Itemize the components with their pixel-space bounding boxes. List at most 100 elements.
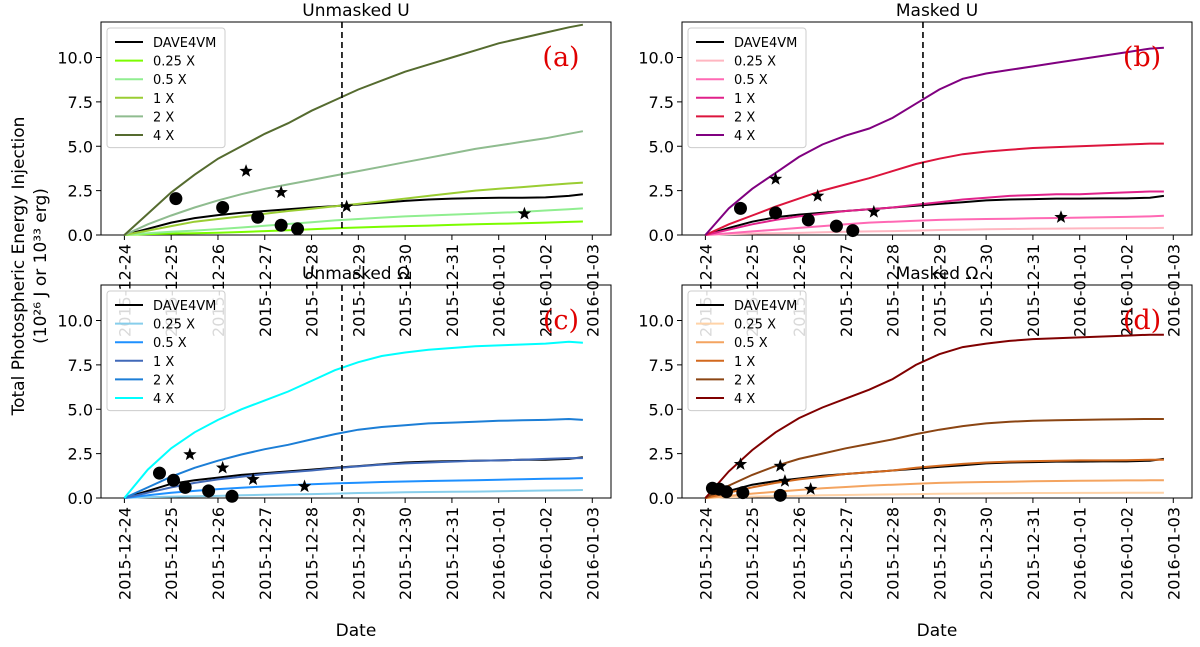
y-tick-label: 7.5 [649,93,674,112]
x-tick-label: 2016-01-01 [490,507,509,600]
series-line [704,333,1164,499]
x-tick-label: 2015-12-24 [115,507,134,600]
x-tick-label: 2016-01-02 [1117,507,1136,600]
y-tick-label: 10.0 [57,49,93,68]
plot-frame [681,21,1193,236]
series-line [705,214,1164,236]
y-tick-label: 7.5 [68,93,93,112]
x-tick-label: 2016-01-02 [536,507,555,600]
circle-marker [167,473,181,487]
star-marker [215,460,230,474]
y-tick-label: 10.0 [638,49,674,68]
circle-marker [773,488,787,502]
legend-label: 0.25 X [734,55,776,70]
star-marker [733,457,748,470]
legend-label: 1 X [153,355,174,370]
star-marker [183,447,197,461]
x-axis-title-left: Date [336,621,377,641]
legend-label: DAVE4VM [153,36,216,51]
y-tick-label: 10.0 [638,312,674,331]
star-marker [811,188,825,202]
y-tick-label: 5.0 [68,400,93,419]
y-axis-units: (10²⁶ J or 10³³ erg) [31,188,51,344]
series-line [123,417,583,499]
legend-box [106,27,226,149]
star-marker [246,472,260,486]
legend-label: 2 X [153,373,174,388]
x-tick-label: 2015-12-26 [790,507,809,600]
x-tick-label: 2015-12-30 [977,507,996,600]
legend-label: 1 X [153,92,174,107]
star-marker [339,199,354,213]
series-line [705,194,1165,236]
series-line [124,489,583,499]
series-line [123,23,584,236]
x-tick-label: 2015-12-27 [837,244,856,337]
circle-marker [251,210,265,224]
circle-marker [152,466,166,480]
panel-title: Masked Ω [896,264,979,284]
y-tick-label: 5.0 [649,137,674,156]
legend-label: 1 X [734,355,755,370]
legend-label: 4 X [734,129,755,144]
x-tick-label: 2015-12-31 [1024,244,1043,337]
x-tick-label: 2016-01-03 [583,244,602,337]
legend-label: 0.5 X [153,73,187,88]
y-tick-label: 7.5 [68,356,93,375]
x-tick-label: 2016-01-02 [536,244,555,337]
star-marker [239,164,253,177]
legend-label: 0.5 X [734,73,768,88]
legend-label: 2 X [734,110,755,125]
x-tick-label: 2015-12-27 [837,507,856,600]
x-tick-label: 2015-12-27 [256,507,275,600]
x-tick-label: 2015-12-27 [256,244,275,337]
y-tick-label: 0.0 [649,489,674,508]
circle-marker [719,485,733,499]
legend-label: DAVE4VM [734,36,797,51]
legend-label: DAVE4VM [153,299,216,314]
circle-marker [216,200,230,214]
x-tick-label: 2015-12-30 [977,244,996,337]
legend-label: 0.5 X [153,336,187,351]
star-marker [297,479,312,493]
plot-frame [681,284,1193,499]
y-tick-label: 0.0 [68,226,93,245]
y-tick-label: 2.5 [68,445,93,464]
series-line [123,340,583,499]
circle-marker [846,224,860,238]
circle-marker [736,486,750,500]
series-line [124,220,583,236]
circle-marker [769,206,783,220]
series-line [124,181,583,236]
y-axis-title: Total Photospheric Energy Injection [9,117,29,417]
plot-frame [100,284,612,499]
circle-marker [291,222,305,236]
y-tick-label: 10.0 [57,312,93,331]
y-tick-label: 7.5 [649,356,674,375]
x-tick-label: 2015-12-28 [303,507,322,600]
circle-marker [801,213,815,227]
star-marker [768,172,783,185]
legend-label: 4 X [153,129,174,144]
star-marker [867,204,881,218]
x-tick-label: 2015-12-30 [396,244,415,337]
legend-label: 0.25 X [734,318,776,333]
y-tick-label: 5.0 [649,400,674,419]
x-tick-label: 2015-12-29 [349,244,368,337]
circle-marker [829,219,843,233]
circle-marker [169,192,183,206]
circle-marker [225,489,239,503]
circle-marker [202,484,216,498]
y-tick-label: 5.0 [68,137,93,156]
panel-letter: (d) [1123,305,1161,336]
star-marker [804,482,818,495]
legend-label: 1 X [734,92,755,107]
series-line [704,418,1164,499]
x-tick-label: 2015-12-25 [743,507,762,600]
panel-title: Unmasked Ω [302,264,410,284]
x-tick-label: 2015-12-28 [884,507,903,600]
x-tick-label: 2015-12-24 [696,507,715,600]
star-marker [517,206,532,220]
